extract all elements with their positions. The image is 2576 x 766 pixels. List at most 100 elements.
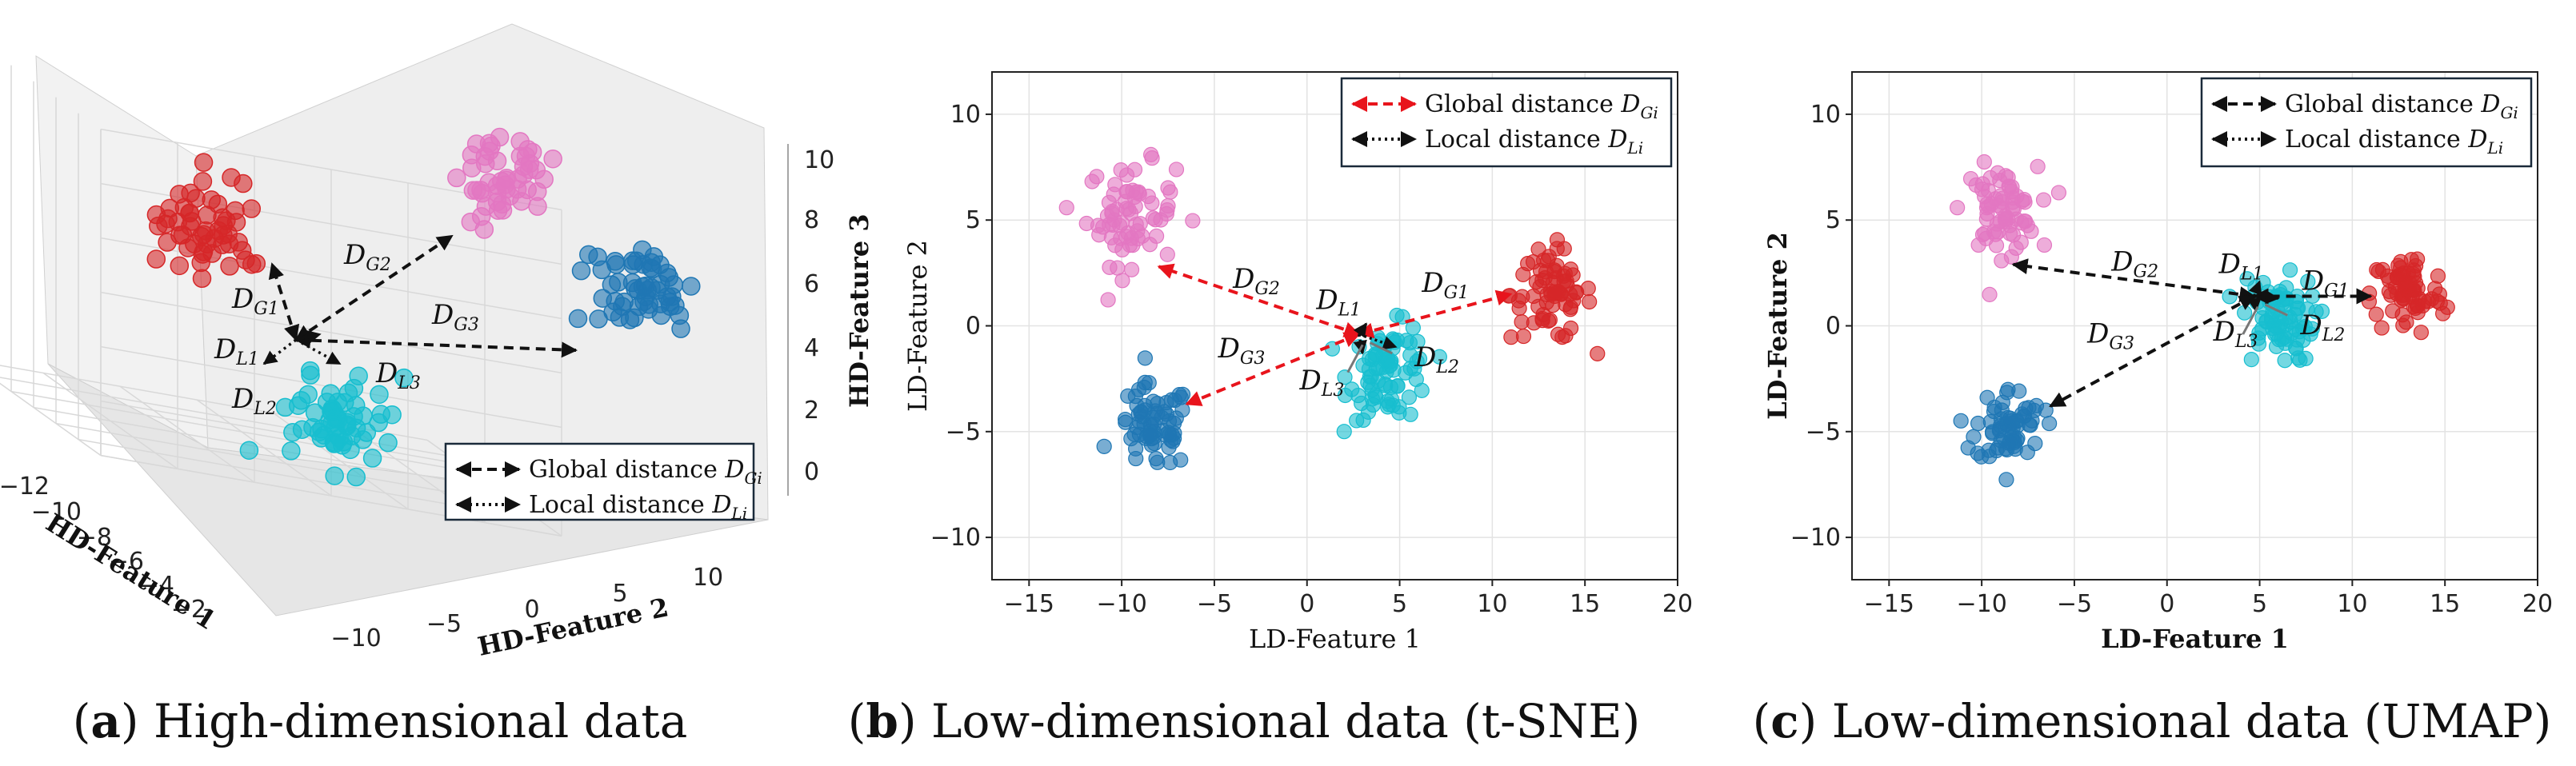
point-pink <box>2005 194 2021 210</box>
point-cyan <box>371 405 390 424</box>
local-arrow-a <box>295 330 322 345</box>
point-blue <box>1137 350 1153 366</box>
y-tick-label-a: 10 <box>693 564 723 592</box>
annotation-g2-a-base: D <box>343 239 366 271</box>
legend-math-base: D <box>724 456 744 484</box>
z-axis-label-a: HD-Feature 3 <box>844 213 874 408</box>
point-pink <box>522 142 542 162</box>
y-tick-label: 5 <box>1826 206 1841 234</box>
local-arrow-a <box>295 338 342 365</box>
point-red <box>2390 269 2406 285</box>
point-red <box>242 199 262 218</box>
x-tick-label: −10 <box>1096 590 1146 618</box>
point-pink <box>1986 224 2002 240</box>
point-blue <box>610 308 630 327</box>
point-red <box>181 217 200 236</box>
annotation-l3: DL3 <box>2213 316 2258 352</box>
annotation-g1-base: D <box>1421 267 1443 299</box>
point-pink <box>1962 170 1979 187</box>
point-cyan <box>317 393 337 412</box>
point-blue <box>606 291 625 311</box>
global-arrow-a <box>268 262 300 341</box>
annotation-g1-a-sub: G1 <box>254 299 279 319</box>
point-blue <box>1096 438 1112 454</box>
point-red <box>2370 263 2386 280</box>
y-tick-label: 10 <box>950 101 981 129</box>
point-blue <box>1166 425 1182 441</box>
annotation-l1-sub: L1 <box>1338 300 1362 320</box>
point-red <box>193 245 213 264</box>
caption-text: Low-dimensional data (UMAP) <box>1832 694 2552 748</box>
point-pink <box>1125 237 1141 253</box>
legend-label-dashed: Global distance DGi <box>2285 90 2518 122</box>
point-red <box>1503 329 1519 345</box>
y-tick-label: −5 <box>1806 418 1841 446</box>
legend-text: Local distance <box>2285 126 2468 154</box>
point-pink <box>1976 154 1992 170</box>
x-tick-label: 15 <box>1570 590 1600 618</box>
x-tick-label: 20 <box>1662 590 1693 618</box>
point-red <box>2397 281 2413 297</box>
annotation-g2-sub: G2 <box>1254 279 1280 299</box>
legend-math-base: D <box>711 491 731 519</box>
annotation-l2-a: DL2 <box>231 383 277 419</box>
caption-paren-close: ) <box>1799 694 1832 748</box>
point-blue <box>1150 454 1166 470</box>
x-tick-label: −15 <box>1864 590 1914 618</box>
point-cyan <box>1370 329 1386 345</box>
point-pink <box>1084 174 1100 190</box>
y-tick-label: 0 <box>1826 313 1841 341</box>
annotation-g3: DG3 <box>2086 318 2134 354</box>
point-blue <box>671 319 690 338</box>
point-red <box>2385 303 2401 319</box>
z-tick-label-a: 0 <box>804 458 819 486</box>
point-pink <box>1144 195 1160 211</box>
point-cyan <box>378 433 398 453</box>
point-cyan <box>1401 389 1418 405</box>
annotation-g1: DG1 <box>2302 265 2350 301</box>
point-red <box>2374 320 2390 336</box>
caption-c: (c) Low-dimensional data (UMAP) <box>1753 694 2552 748</box>
annotation-g1-a: DG1 <box>231 283 279 319</box>
point-cyan <box>1336 424 1352 440</box>
legend-text: Local distance <box>1425 126 1608 154</box>
point-cyan <box>362 449 382 468</box>
point-red <box>2406 269 2422 285</box>
point-pink <box>2050 185 2067 201</box>
caption-text: High-dimensional data <box>154 694 687 748</box>
point-pink <box>1078 215 1094 232</box>
point-blue <box>1149 405 1166 421</box>
point-cyan <box>1370 373 1386 389</box>
point-cyan <box>2243 352 2259 368</box>
annotation-l3-sub: L3 <box>1321 381 1345 401</box>
point-cyan <box>324 433 344 452</box>
annotation-l3-a-base: D <box>375 357 398 389</box>
caption-paren-close: ) <box>898 694 931 748</box>
annotation-l1-sub: L1 <box>2240 264 2264 284</box>
point-blue <box>1998 441 2014 457</box>
legend-text: Global distance <box>529 456 725 484</box>
annotation-l1-a: DL1 <box>214 333 259 369</box>
x-tick-label-a: −10 <box>31 498 82 526</box>
panel-a-3d-scatter: −12−10−8−6−4−2−10−505100246810HD-Feature… <box>0 23 874 662</box>
point-pink <box>1114 273 1130 289</box>
point-red <box>1554 329 1570 345</box>
point-cyan <box>1386 362 1402 378</box>
annotation-g3-base: D <box>2086 318 2109 350</box>
point-blue <box>568 309 588 329</box>
x-tick-label-a: −6 <box>109 548 144 576</box>
point-pink <box>1162 184 1178 200</box>
point-cyan <box>325 466 344 485</box>
annotation-l3-sub: L3 <box>2234 332 2258 352</box>
point-cyan <box>1354 395 1370 412</box>
point-blue <box>1173 389 1189 405</box>
point-pink <box>479 173 498 192</box>
legend-math-sub: Li <box>1626 138 1643 158</box>
point-blue <box>606 252 625 271</box>
caption-paren-open: ( <box>73 694 91 748</box>
caption-paren-open: ( <box>1753 694 1771 748</box>
point-red <box>2409 297 2426 314</box>
local-arrow <box>1358 333 1398 350</box>
